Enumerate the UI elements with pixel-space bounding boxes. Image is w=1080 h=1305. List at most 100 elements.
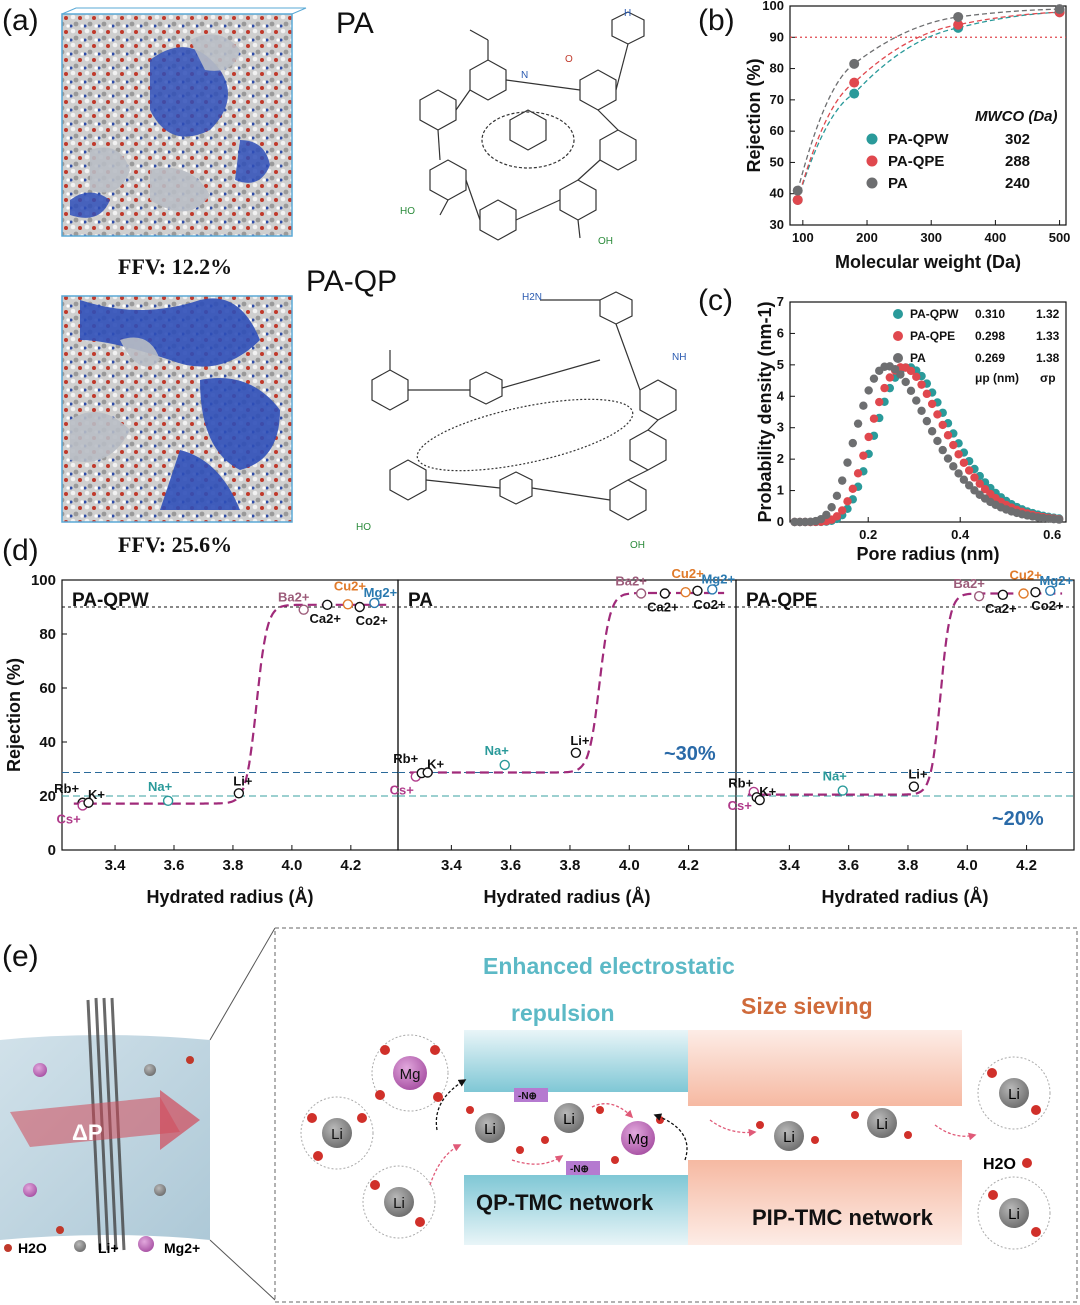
chart-d-xtick-label: 3.4	[779, 857, 801, 874]
chart-d-ion-label: Cu2+	[1010, 568, 1043, 583]
chart-c-plot-frame	[789, 301, 1067, 523]
chart-c-point-pa	[912, 396, 921, 405]
channel-ions-qp: Li Li Mg	[466, 1103, 664, 1164]
transport-arrow-3	[591, 1103, 634, 1119]
chart-d-ion-label: Co2+	[1031, 598, 1064, 613]
chart-c-legend-name: PA	[910, 351, 926, 365]
chart-d-ion-label: K+	[759, 784, 776, 799]
chart-b-xtick-label: 300	[920, 230, 942, 245]
chart-d-subplot-frame	[61, 579, 399, 851]
panel-a: (a) FFV: 12.2% FFV: 25.6% PA PA-QP	[2, 4, 686, 557]
chart-c-legend-mu: 0.298	[975, 329, 1005, 343]
chart-d-ion-label: Ca2+	[985, 601, 1017, 616]
chart-d-ion-label: Na+	[485, 743, 510, 758]
chart-b-point-pa	[1054, 4, 1065, 15]
panel-e-legend: H2O Li+ Mg2+	[4, 1236, 200, 1256]
chart-d-ion-label: Na+	[148, 779, 173, 794]
electrostatic-title-line1: Enhanced electrostatic	[483, 953, 735, 979]
chart-c-point-pa-qpe	[859, 451, 868, 460]
chart-d-subplot-frame	[397, 579, 737, 851]
pa-simulation-box	[61, 7, 307, 237]
ion-li-label-8: Li	[1008, 1206, 1020, 1223]
chart-c-legend-sigma: 1.38	[1036, 351, 1060, 365]
pa-30-percent-annotation: ~30%	[664, 743, 716, 765]
chart-d-ytick-label: 80	[39, 626, 56, 643]
chart-d-ion-label: Cs+	[57, 811, 82, 826]
chart-d-ion-label: Ca2+	[310, 611, 342, 626]
chem-n-label: N	[521, 70, 528, 81]
panel-a-letter: (a)	[2, 4, 39, 37]
chart-c-legend-sigma: 1.33	[1036, 329, 1060, 343]
chart-c-point-pa	[922, 416, 932, 426]
chart-b-ytick-label: 30	[770, 217, 784, 232]
chart-d-point-Co2plus	[1030, 586, 1041, 598]
ion-mg-label-2: Mg	[628, 1131, 649, 1148]
chart-c-legend-name: PA-QPE	[910, 329, 955, 343]
chart-d-ion-label: Na+	[823, 769, 848, 784]
chart-d-ion-label: Cu2+	[672, 566, 705, 581]
pip-layer-top	[688, 1030, 962, 1106]
ion-li-label-6: Li	[876, 1116, 888, 1133]
li-legend-icon	[74, 1240, 86, 1252]
paqp-simulation-box	[61, 295, 293, 523]
chem-oh-label-2: OH	[630, 540, 645, 551]
ion-mg-label: Mg	[400, 1066, 421, 1083]
chart-d-ylabel: Rejection (%)	[4, 658, 24, 772]
chart-d-ytick-label: 0	[48, 842, 56, 859]
chart-c-legend-mu-header: μp (nm)	[975, 371, 1019, 385]
chart-b-legend-header: MWCO (Da)	[975, 108, 1058, 125]
chart-b-ytick-label: 70	[770, 92, 784, 107]
pip-tmc-network-label: PIP-TMC network	[752, 1205, 934, 1230]
chart-b-ytick-label: 50	[770, 154, 784, 169]
chart-c-point-pa	[943, 454, 953, 463]
pip-layer-bottom	[688, 1160, 962, 1245]
chart-d-xtick-label: 4.2	[678, 857, 699, 874]
chart-d-ion-label: Ba2+	[953, 576, 985, 591]
transport-arrow-4	[709, 1119, 757, 1137]
chart-d: 0 20 40 60 80 100 Rejection (%) 3.4 3.6 3.8 4.0 4.2…	[4, 566, 1075, 907]
chart-b-legend-marker-pa-qpe	[866, 155, 878, 167]
chart-d-point-Ca2plus	[659, 588, 671, 599]
chart-d-xlabel: Hydrated radius (Å)	[146, 887, 313, 907]
chart-d-ion-label: Mg2+	[701, 571, 735, 586]
chart-d-point-Mg2plus	[369, 597, 380, 609]
chart-c-point-pa	[838, 476, 847, 485]
chart-c-xlabel: Pore radius (nm)	[856, 544, 999, 564]
chart-b-legend-mwco: 240	[1005, 175, 1030, 192]
chart-d-fit-curve	[409, 591, 725, 774]
chart-b: 100 200 300 400 500 30 40 50 60 70 80 90 100 Molecula…	[744, 0, 1070, 272]
chart-c-point-pa-qpe	[922, 389, 932, 399]
chart-d-xtick-label: 3.4	[441, 857, 463, 874]
chart-d-point-Co2plus	[354, 601, 365, 613]
chart-d-ion-label: Mg2+	[1039, 573, 1073, 588]
chem-oh-label: OH	[598, 236, 613, 247]
membrane-overview: ΔP	[0, 997, 210, 1251]
ion-li-label-7: Li	[1008, 1086, 1020, 1103]
pa-structure-title: PA	[336, 7, 374, 40]
panel-c: (c) 0.2 0.4 0.6 0 1 2 3 4 5 6 7 Pore radius (nm) Pro…	[698, 284, 1067, 564]
chart-d-xlabel: Hydrated radius (Å)	[821, 887, 988, 907]
chart-d-point-Liplus	[233, 788, 245, 799]
chart-c-point-pa-qpe	[848, 484, 857, 494]
chart-c-point-pa	[938, 445, 947, 455]
chart-c-ytick-label: 5	[777, 357, 784, 372]
chart-b-point-pa	[849, 58, 860, 69]
chart-d-xtick-label: 4.0	[619, 857, 640, 874]
chart-c-ytick-label: 3	[777, 420, 784, 435]
panel-b: (b) 100 200 300 400 500 30 40 50 60 70 80 90 100 Mole…	[698, 0, 1070, 272]
ffv-top-label: FFV: 12.2%	[118, 254, 232, 279]
chart-d-point-Ca2plus	[322, 599, 333, 611]
chart-c-point-pa-qpe	[864, 432, 873, 442]
chart-b-point-pa-qpe	[849, 77, 860, 88]
chart-b-xlabel: Molecular weight (Da)	[835, 252, 1021, 272]
transport-arrow-5	[934, 1124, 977, 1141]
chart-b-point-pa-qpw	[849, 88, 860, 99]
chart-d-point-Kplus	[422, 767, 433, 778]
chart-c-legend-mu: 0.310	[975, 307, 1005, 321]
chart-d-point-Ca2plus	[997, 589, 1009, 601]
chart-d-point-Ba2plus	[298, 604, 309, 615]
chart-c-point-pa	[864, 386, 873, 395]
chart-b-ytick-label: 100	[762, 0, 784, 13]
ion-li-label-2: Li	[393, 1195, 405, 1212]
chart-d-ion-label: Rb+	[728, 775, 753, 790]
